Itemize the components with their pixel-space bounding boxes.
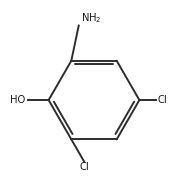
Text: HO: HO [10, 95, 25, 105]
Text: Cl: Cl [158, 95, 168, 105]
Text: NH$_2$: NH$_2$ [81, 11, 101, 25]
Text: Cl: Cl [79, 162, 89, 172]
